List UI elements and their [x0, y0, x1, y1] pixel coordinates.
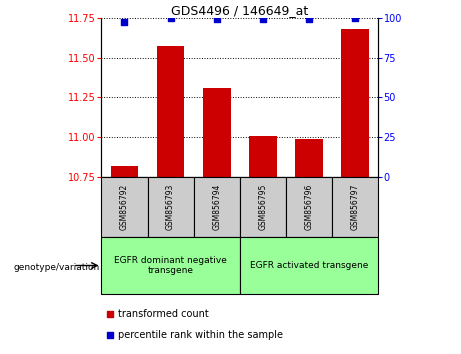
Text: GSM856794: GSM856794: [212, 184, 221, 230]
Title: GDS4496 / 146649_at: GDS4496 / 146649_at: [171, 4, 308, 17]
Point: [106, 333, 113, 338]
Text: GSM856797: GSM856797: [350, 184, 360, 230]
Bar: [148, 177, 194, 237]
Bar: [157, 46, 184, 177]
Bar: [240, 237, 378, 294]
Bar: [101, 237, 240, 294]
Text: GSM856793: GSM856793: [166, 184, 175, 230]
Text: EGFR dominant negative
transgene: EGFR dominant negative transgene: [114, 256, 227, 275]
Bar: [101, 177, 148, 237]
Point: [106, 311, 113, 316]
Text: transformed count: transformed count: [118, 309, 209, 319]
Bar: [286, 177, 332, 237]
Point: [259, 16, 266, 22]
Text: EGFR activated transgene: EGFR activated transgene: [250, 261, 368, 270]
Point: [121, 19, 128, 25]
Text: GSM856796: GSM856796: [304, 184, 313, 230]
Point: [305, 16, 313, 22]
Point: [213, 16, 220, 22]
Point: [167, 15, 174, 21]
Bar: [203, 88, 230, 177]
Bar: [240, 177, 286, 237]
Text: genotype/variation: genotype/variation: [14, 263, 100, 272]
Point: [351, 15, 359, 21]
Text: GSM856795: GSM856795: [258, 184, 267, 230]
Bar: [332, 177, 378, 237]
Bar: [111, 166, 138, 177]
Bar: [249, 136, 277, 177]
Bar: [194, 177, 240, 237]
Text: percentile rank within the sample: percentile rank within the sample: [118, 330, 283, 341]
Text: GSM856792: GSM856792: [120, 184, 129, 230]
Bar: [341, 29, 369, 177]
Bar: [295, 139, 323, 177]
